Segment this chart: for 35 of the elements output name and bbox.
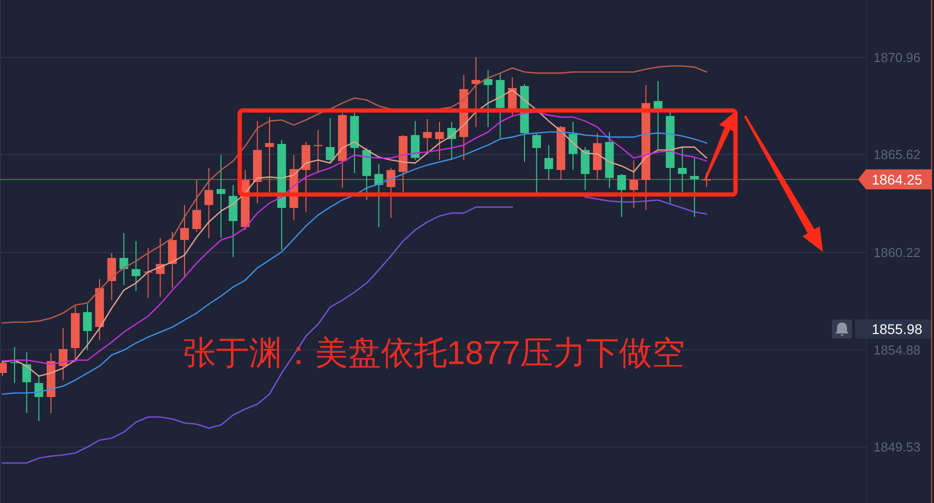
candlestick: [326, 117, 335, 162]
candlestick: [204, 167, 214, 238]
candlestick: [544, 144, 554, 180]
candlestick: [678, 146, 687, 192]
candlestick: [180, 204, 189, 279]
candlestick: [484, 69, 492, 128]
candlestick: [314, 129, 322, 174]
candlestick: [617, 173, 626, 218]
candlestick: [410, 120, 420, 160]
candlestick: [107, 252, 116, 301]
candlestick: [629, 159, 638, 208]
y-tick-label: 1860.22: [874, 245, 920, 260]
candlestick: [435, 121, 444, 160]
candlestick: [22, 352, 32, 414]
y-tick-label: 1854.88: [874, 342, 920, 358]
candlestick: [168, 231, 177, 289]
candlestick: [132, 240, 140, 292]
alert-label: 1855.98: [855, 320, 931, 338]
candlestick: [216, 154, 226, 238]
candlestick: [472, 56, 480, 128]
candlestick: [568, 121, 578, 170]
candlestick: [265, 116, 274, 192]
y-tick-label: 1849.53: [874, 440, 920, 455]
candlestick: [532, 133, 541, 194]
candlestick: [690, 157, 699, 218]
candlestick: [192, 179, 202, 232]
y-tick-label: 1870.96: [874, 50, 920, 65]
candlestick: [10, 346, 19, 384]
candlestick: [386, 167, 396, 218]
ref-line-label: 1864.25: [872, 171, 923, 188]
y-tick-label: 1865.62: [874, 147, 920, 162]
candlestick: [83, 304, 92, 351]
candlestick: [702, 172, 711, 188]
candlestick: [580, 146, 590, 190]
candlestick: [422, 118, 432, 154]
